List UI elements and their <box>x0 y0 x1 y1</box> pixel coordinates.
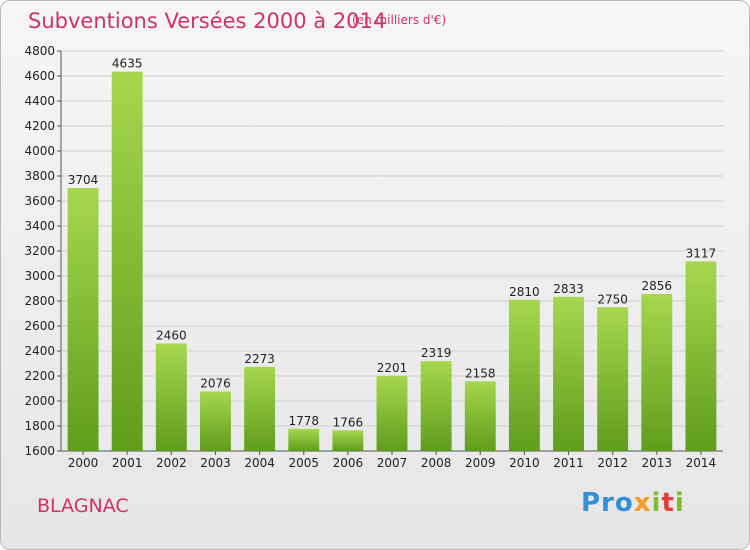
bar <box>641 294 673 451</box>
x-tick-label: 2007 <box>377 456 408 470</box>
data-label: 2076 <box>200 377 231 391</box>
bar <box>155 343 187 451</box>
data-label: 2856 <box>642 279 673 293</box>
x-tick-label: 2004 <box>244 456 275 470</box>
x-tick-label: 2013 <box>642 456 673 470</box>
x-tick-label: 2002 <box>156 456 187 470</box>
chart-subtitle: (en milliers d'€) <box>352 13 447 27</box>
data-label: 2158 <box>465 366 496 380</box>
y-tick-label: 1800 <box>24 419 55 433</box>
y-tick-label: 2600 <box>24 319 55 333</box>
data-label: 2319 <box>421 346 452 360</box>
y-tick-label: 3800 <box>24 169 55 183</box>
data-label: 2810 <box>509 285 540 299</box>
x-tick-label: 2012 <box>597 456 628 470</box>
bar <box>67 188 99 451</box>
data-label: 2460 <box>156 329 187 343</box>
x-tick-label: 2014 <box>686 456 717 470</box>
data-label: 2201 <box>377 361 408 375</box>
place-name: BLAGNAC <box>37 495 129 517</box>
bar <box>376 375 408 451</box>
chart-title: Subventions Versées 2000 à 2014 <box>28 9 387 33</box>
x-tick-label: 2001 <box>112 456 143 470</box>
x-tick-label: 2005 <box>288 456 319 470</box>
y-tick-label: 4200 <box>24 119 55 133</box>
bar <box>288 428 320 451</box>
bar <box>464 381 496 451</box>
y-tick-label: 4800 <box>24 44 55 58</box>
proxiti-logo: Proxiti <box>581 488 685 518</box>
y-tick-label: 4400 <box>24 94 55 108</box>
x-tick-label: 2010 <box>509 456 540 470</box>
y-tick-label: 4000 <box>24 144 55 158</box>
data-label: 2833 <box>553 282 584 296</box>
x-tick-label: 2011 <box>553 456 584 470</box>
y-tick-label: 3200 <box>24 244 55 258</box>
data-label: 3704 <box>68 173 99 187</box>
x-tick-label: 2006 <box>333 456 364 470</box>
bar <box>597 307 629 451</box>
logo-part: x <box>633 488 652 518</box>
bar <box>111 71 143 451</box>
y-tick-label: 2800 <box>24 294 55 308</box>
bar <box>244 366 276 451</box>
bar <box>332 430 364 451</box>
data-label: 4635 <box>112 57 143 71</box>
y-tick-label: 2400 <box>24 344 55 358</box>
y-tick-label: 2000 <box>24 394 55 408</box>
y-tick-label: 1600 <box>24 444 55 458</box>
data-label: 2273 <box>244 352 275 366</box>
x-tick-label: 2009 <box>465 456 496 470</box>
y-tick-label: 4600 <box>24 69 55 83</box>
data-label: 1766 <box>333 415 364 429</box>
data-label: 3117 <box>686 246 717 260</box>
y-tick-label: 3000 <box>24 269 55 283</box>
x-tick-label: 2008 <box>421 456 452 470</box>
bar <box>420 361 452 451</box>
y-tick-label: 3400 <box>24 219 55 233</box>
bar <box>508 299 540 451</box>
x-tick-label: 2000 <box>68 456 99 470</box>
bar <box>200 391 231 451</box>
data-label: 1778 <box>288 414 319 428</box>
data-label: 2750 <box>597 292 628 306</box>
logo-part: Pro <box>581 488 634 518</box>
x-tick-label: 2003 <box>200 456 231 470</box>
y-tick-label: 3600 <box>24 194 55 208</box>
bar <box>685 261 717 451</box>
logo-part: i <box>674 488 685 518</box>
bar <box>553 296 584 451</box>
logo-part: t <box>661 488 675 518</box>
logo-part: i <box>651 488 662 518</box>
y-tick-label: 2200 <box>24 369 55 383</box>
